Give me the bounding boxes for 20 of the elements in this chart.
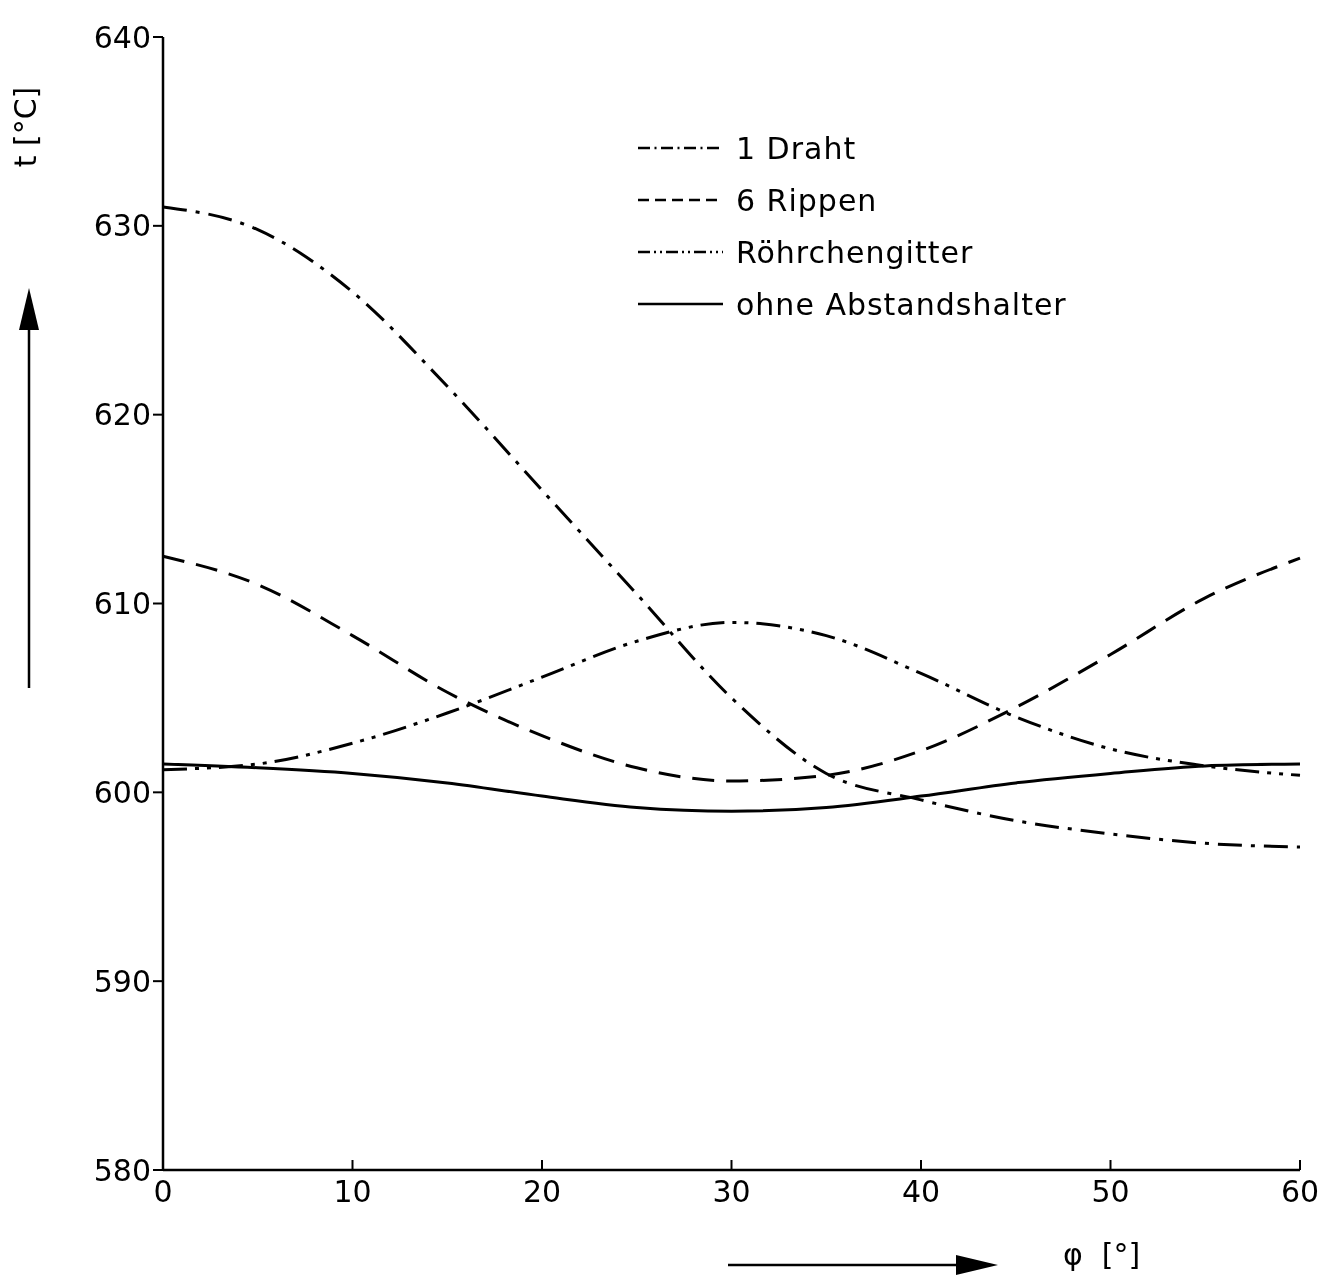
legend-label: 6 Rippen (736, 182, 878, 218)
legend-label: ohne Abstandshalter (736, 286, 1067, 322)
y-tick-label: 640 (93, 19, 151, 55)
y-tick-label: 610 (93, 586, 151, 621)
y-tick-label: 590 (93, 963, 151, 999)
y-axis-title: t [°C] (8, 86, 43, 168)
y-tick-label: 620 (93, 397, 151, 433)
y-tick-label: 580 (93, 1152, 151, 1188)
y-tick-label: 630 (93, 208, 151, 244)
x-axis-title: φ [°] (1063, 1237, 1141, 1272)
x-tick-label: 0 (153, 1174, 173, 1209)
x-tick-label: 20 (522, 1174, 562, 1209)
y-tick-label: 600 (93, 774, 151, 810)
x-tick-label: 30 (712, 1174, 751, 1209)
legend-label: Röhrchengitter (736, 234, 974, 270)
x-tick-label: 50 (1091, 1174, 1130, 1209)
x-tick-label: 10 (333, 1174, 372, 1209)
legend-label: 1 Draht (736, 130, 857, 166)
x-tick-label: 40 (901, 1174, 941, 1209)
x-tick-label: 60 (1280, 1174, 1320, 1209)
